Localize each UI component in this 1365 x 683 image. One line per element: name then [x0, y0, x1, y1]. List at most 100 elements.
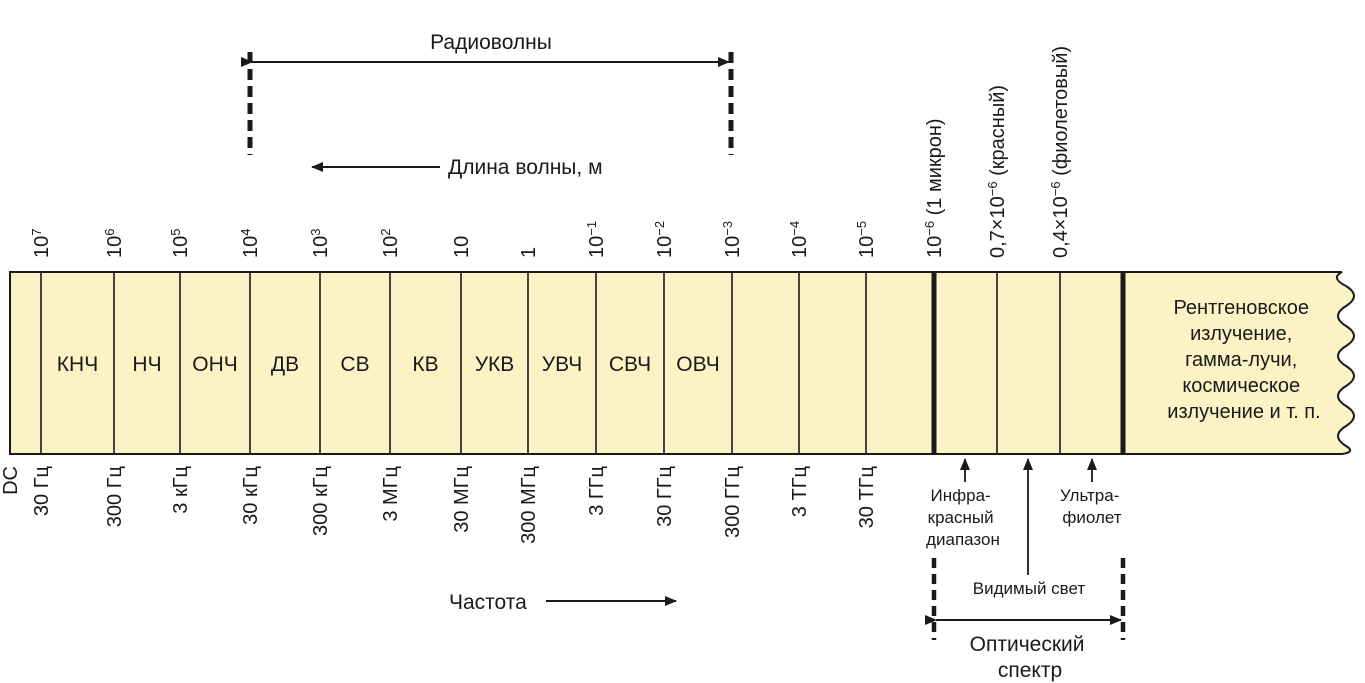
band-label: СВЧ	[609, 353, 651, 376]
band-label: ОВЧ	[676, 353, 719, 376]
wavelength-tick-label-part: 3	[308, 229, 323, 236]
wavelength-tick-label-part: 1	[518, 247, 540, 258]
optical-tick-label-part: (фиолетовый)	[1050, 46, 1072, 182]
optical-tick-label-part: (красный)	[987, 85, 1009, 181]
wavelength-tick-label-part: 10	[170, 236, 192, 258]
wavelength-label: Длина волны, м	[448, 156, 603, 179]
optical-tick-label: 0,4×10−6 (фиолетовый)	[1048, 46, 1072, 258]
visible-light-label: Видимый свет	[973, 579, 1086, 598]
optical-spectrum-bracket	[925, 558, 1126, 640]
band-label: ОНЧ	[192, 353, 238, 376]
wavelength-tick-label: 102	[378, 229, 402, 258]
wavelength-tick-label: 10−4	[787, 221, 811, 258]
xray-line: излучение и т. п.	[1167, 401, 1320, 423]
wavelength-tick-label: 106	[102, 229, 126, 258]
band-label: КВ	[412, 353, 438, 376]
wavelength-tick-label: 105	[168, 229, 192, 258]
wavelength-tick-label: 10−3	[720, 221, 744, 258]
xray-description: Рентгеновское излучение, гамма-лучи, кос…	[1167, 297, 1320, 423]
wavelength-tick-label-part: 10	[451, 236, 473, 258]
frequency-tick-label: DC	[0, 466, 22, 495]
wavelength-tick-label-part: 6	[102, 229, 117, 236]
frequency-tick-label: 300 МГц	[518, 466, 540, 544]
band-label: КНЧ	[57, 353, 98, 376]
band-label: ДВ	[271, 353, 299, 376]
band-label: УВЧ	[542, 353, 582, 376]
wavelength-tick-label-part: 10	[722, 236, 744, 258]
optical-tick-label-part: 10	[924, 236, 946, 258]
xray-line: космическое	[1182, 375, 1300, 397]
frequency-tick-label: 300 Гц	[104, 466, 126, 527]
wavelength-tick-label-part: −3	[720, 221, 735, 236]
wavelength-tick-label: 10−1	[584, 221, 608, 258]
optical-pointers	[960, 458, 1097, 575]
infrared-line: диапазон	[926, 530, 1000, 549]
wavelength-tick-label-part: 10	[654, 236, 676, 258]
wavelength-tick-label-part: −2	[652, 221, 667, 236]
xray-line: гамма-лучи,	[1185, 349, 1297, 371]
frequency-tick-label: 30 Гц	[31, 466, 53, 516]
wavelength-tick-label-part: 10	[856, 236, 878, 258]
radio-waves-bracket: Радиоволны	[241, 31, 734, 155]
wavelength-tick-label-part: 2	[378, 229, 393, 236]
frequency-tick-label: 3 МГц	[380, 466, 402, 522]
wavelength-tick-label: 10−2	[652, 221, 676, 258]
infrared-line: Инфра-	[931, 486, 991, 505]
optical-tick-label-part: −6	[985, 181, 1000, 196]
wavelength-tick-label-part: 5	[168, 229, 183, 236]
frequency-tick-label: 300 ГГц	[722, 466, 744, 538]
wavelength-tick-label-part: 10	[586, 236, 608, 258]
wavelength-tick-label: 10	[451, 236, 473, 258]
wavelength-direction: Длина волны, м	[311, 156, 603, 179]
wavelength-tick-label-part: −5	[854, 221, 869, 236]
wavelength-tick-label-part: −1	[584, 221, 599, 236]
wavelength-tick-label: 103	[308, 229, 332, 258]
ultraviolet-label: Ультра- фиолет	[1060, 486, 1124, 527]
wavelength-tick-label-part: 10	[789, 236, 811, 258]
frequency-tick-label: 3 кГц	[170, 466, 192, 514]
optical-tick-label: 0,7×10−6 (красный)	[985, 85, 1009, 258]
optical-spectrum-line: Оптический	[970, 633, 1085, 656]
wavelength-tick-label: 104	[238, 229, 262, 258]
wavelength-tick-label-part: 10	[104, 236, 126, 258]
optical-spectrum-line: спектр	[998, 659, 1062, 682]
optical-tick-label: 10−6 (1 микрон)	[922, 118, 946, 258]
ultraviolet-line: фиолет	[1062, 508, 1121, 527]
optical-spectrum-label: Оптический спектр	[970, 633, 1091, 682]
frequency-direction: Частота	[449, 591, 677, 614]
frequency-tick-label: 3 ТГц	[789, 466, 811, 517]
radio-waves-label: Радиоволны	[430, 31, 552, 54]
xray-line: излучение,	[1190, 323, 1292, 345]
optical-tick-label-part: 0,4×	[1050, 219, 1072, 258]
wavelength-tick-label-part: 10	[31, 236, 53, 258]
wavelength-tick-label: 10−5	[854, 221, 878, 258]
wavelength-tick-label-part: 10	[380, 236, 402, 258]
wavelength-tick-label-part: 7	[29, 229, 44, 236]
optical-tick-label-part: 10	[987, 196, 1009, 218]
band-label: НЧ	[132, 353, 161, 376]
band-label: УКВ	[475, 353, 515, 376]
band-dividers	[40, 272, 1126, 454]
frequency-tick-label: 3 ГГц	[586, 466, 608, 516]
optical-tick-labels: 10−6 (1 микрон)0,7×10−6 (красный)0,4×10−…	[922, 46, 1072, 258]
optical-tick-label-part: −6	[922, 221, 937, 236]
band-label: СВ	[340, 353, 369, 376]
frequency-label: Частота	[449, 591, 527, 614]
ultraviolet-line: Ультра-	[1060, 486, 1119, 505]
frequency-tick-label: 30 ГГц	[654, 466, 676, 527]
wavelength-tick-label: 1	[518, 247, 540, 258]
wavelength-tick-label-part: 4	[238, 229, 253, 236]
wavelength-tick-label-part: 10	[240, 236, 262, 258]
frequency-tick-labels: DC 30 Гц 300 Гц 3 кГц 30 кГц 300 кГц 3 МГц 30 М…	[0, 466, 878, 544]
optical-tick-label-part: 0,7×	[987, 219, 1009, 258]
infrared-line: красный	[928, 508, 994, 527]
wavelength-tick-label: 107	[29, 229, 53, 258]
optical-tick-label-part: (1 микрон)	[924, 118, 946, 221]
frequency-tick-label: 30 ТГц	[856, 466, 878, 528]
spectrum-band	[9, 271, 1355, 455]
band-labels: КНЧ НЧ ОНЧ ДВ СВ КВ УКВ УВЧ СВЧ ОВЧ	[57, 353, 720, 376]
wavelength-tick-label-part: −4	[787, 221, 802, 236]
xray-line: Рентгеновское	[1173, 297, 1309, 319]
